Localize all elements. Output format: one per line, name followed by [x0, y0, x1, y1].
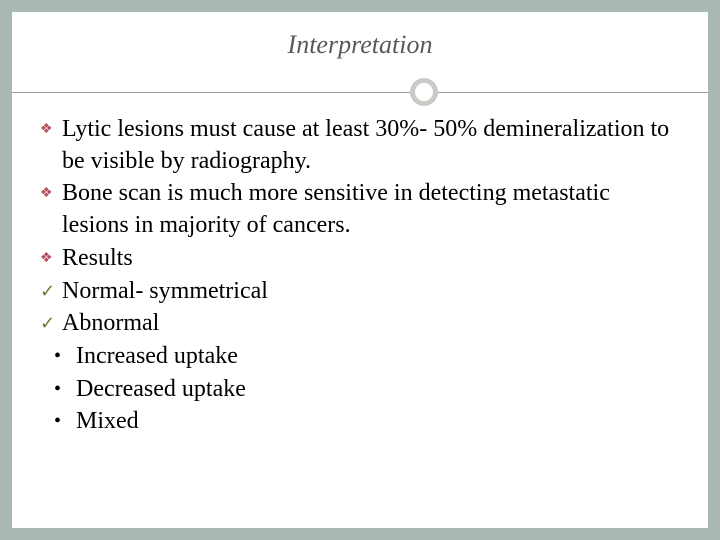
bullet-text: Abnormal — [62, 308, 680, 340]
bullet-text: Bone scan is much more sensitive in dete… — [62, 178, 680, 241]
check-bullet-icon: ✓ — [40, 308, 62, 338]
diamond-bullet-icon: ❖ — [40, 178, 62, 210]
bullet-text: Mixed — [76, 406, 680, 438]
bullet-text: Lytic lesions must cause at least 30%- 5… — [62, 114, 680, 177]
bullet-item: ✓ Normal- symmetrical — [40, 276, 680, 308]
content-area: ❖ Lytic lesions must cause at least 30%-… — [12, 114, 708, 438]
bullet-item: • Decreased uptake — [40, 374, 680, 406]
divider-line — [12, 92, 708, 93]
bullet-text: Decreased uptake — [76, 374, 680, 406]
bullet-text: Results — [62, 243, 680, 275]
divider-circle-icon — [410, 78, 438, 106]
bullet-item: ❖ Lytic lesions must cause at least 30%-… — [40, 114, 680, 177]
bullet-text: Normal- symmetrical — [62, 276, 680, 308]
bullet-item: ❖ Bone scan is much more sensitive in de… — [40, 178, 680, 241]
bullet-item: • Mixed — [40, 406, 680, 438]
diamond-bullet-icon: ❖ — [40, 243, 62, 275]
dot-bullet-icon: • — [40, 374, 76, 404]
title-area: Interpretation — [12, 12, 708, 68]
bullet-item: ❖ Results — [40, 243, 680, 275]
slide-container: Interpretation ❖ Lytic lesions must caus… — [0, 0, 720, 540]
bullet-item: ✓ Abnormal — [40, 308, 680, 340]
slide-title: Interpretation — [12, 30, 708, 60]
dot-bullet-icon: • — [40, 406, 76, 436]
title-divider — [12, 74, 708, 114]
dot-bullet-icon: • — [40, 341, 76, 371]
bullet-item: • Increased uptake — [40, 341, 680, 373]
check-bullet-icon: ✓ — [40, 276, 62, 306]
bullet-text: Increased uptake — [76, 341, 680, 373]
slide-inner: Interpretation ❖ Lytic lesions must caus… — [12, 12, 708, 528]
diamond-bullet-icon: ❖ — [40, 114, 62, 146]
